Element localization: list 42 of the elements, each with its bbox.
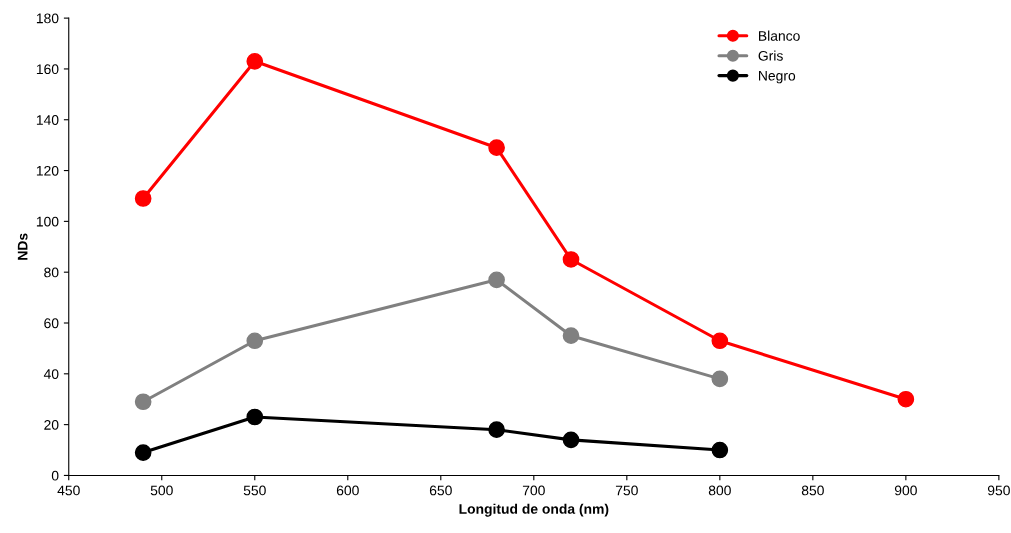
- point: [134, 190, 152, 207]
- point: [897, 390, 915, 408]
- y-tick-label: 100: [36, 216, 59, 227]
- y-tick-label: 140: [36, 115, 59, 125]
- x-tick-label: 450: [57, 485, 80, 496]
- point: [246, 332, 264, 350]
- y-tick-label: 20: [44, 419, 59, 430]
- point: [488, 421, 505, 439]
- x-tick-label: 650: [429, 485, 452, 496]
- point: [562, 251, 580, 268]
- x-tick-label: 700: [522, 485, 545, 496]
- y-tick-label: 120: [36, 165, 59, 176]
- point: [134, 444, 152, 461]
- point: [711, 370, 729, 388]
- x-tick-label: 900: [894, 485, 917, 496]
- x-tick-label: 600: [336, 485, 359, 496]
- x-tick-label: 800: [708, 485, 731, 496]
- legend-label: Negro: [759, 70, 796, 84]
- x-axis-title: Longitud de onda (nm): [459, 503, 609, 517]
- legend-label: Gris: [758, 50, 783, 61]
- legend-label: Blanco: [759, 30, 800, 41]
- point: [488, 139, 505, 157]
- point: [488, 271, 505, 289]
- y-axis-title: NDs: [17, 233, 28, 260]
- y-tick-label: 160: [36, 64, 59, 75]
- point: [711, 441, 729, 459]
- x-tick-label: 850: [801, 485, 824, 496]
- x-tick-label: 750: [615, 485, 638, 496]
- y-tick-label: 80: [44, 267, 59, 278]
- point: [711, 332, 729, 350]
- y-tick-label: 180: [36, 13, 59, 24]
- y-tick-label: 40: [43, 369, 59, 379]
- y-tick-label: 0: [51, 470, 59, 481]
- point: [134, 393, 152, 411]
- point: [562, 327, 580, 345]
- x-tick-label: 950: [987, 485, 1010, 496]
- point: [562, 431, 580, 449]
- x-tick-label: 550: [243, 485, 266, 496]
- x-tick-label: 500: [150, 485, 173, 496]
- point: [246, 52, 264, 70]
- y-tick-label: 60: [44, 318, 59, 329]
- point: [246, 408, 264, 426]
